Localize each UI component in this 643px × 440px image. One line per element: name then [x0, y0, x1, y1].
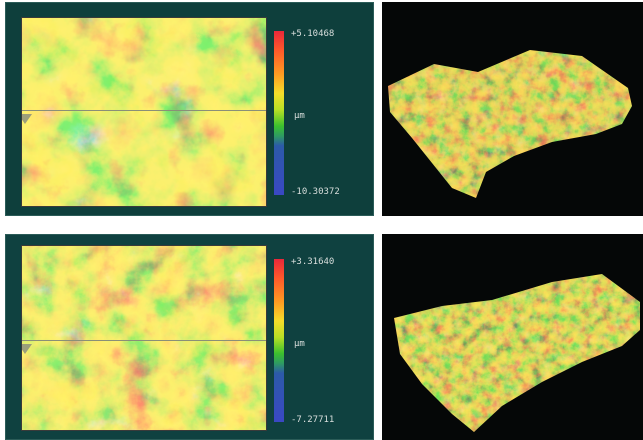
bottom-3d-view-panel [382, 234, 643, 440]
bottom-height-map [21, 245, 267, 431]
top-height-map [21, 17, 267, 207]
top-color-scale-bar [274, 31, 284, 195]
top-height-map-image [22, 18, 266, 206]
bottom-2d-view-panel: +3.31640 µm -7.27711 [5, 234, 374, 440]
profile-line[interactable] [22, 110, 266, 111]
top-3d-surface-render [388, 50, 632, 198]
top-scale-min: -10.30372 [291, 187, 340, 197]
bottom-color-scale-bar [274, 259, 284, 422]
bottom-scale-min: -7.27711 [291, 415, 335, 425]
top-2d-view-panel: +5.10468 µm -10.30372 [5, 2, 374, 216]
bottom-3d-surface [382, 234, 643, 440]
profile-marker-left[interactable] [22, 114, 32, 124]
profile-marker-left[interactable] [22, 344, 32, 354]
bottom-height-map-image [22, 246, 266, 430]
profile-line[interactable] [22, 340, 266, 341]
top-measurement-row: +5.10468 µm -10.30372 [0, 2, 643, 216]
bottom-scale-max: +3.31640 [291, 257, 335, 267]
top-scale-unit: µm [294, 111, 305, 121]
bottom-scale-unit: µm [294, 339, 305, 349]
top-3d-view-panel [382, 2, 643, 216]
top-scale-max: +5.10468 [291, 29, 335, 39]
top-3d-surface [382, 2, 643, 216]
bottom-3d-surface-render [394, 274, 640, 432]
bottom-measurement-row: +3.31640 µm -7.27711 [0, 234, 643, 440]
